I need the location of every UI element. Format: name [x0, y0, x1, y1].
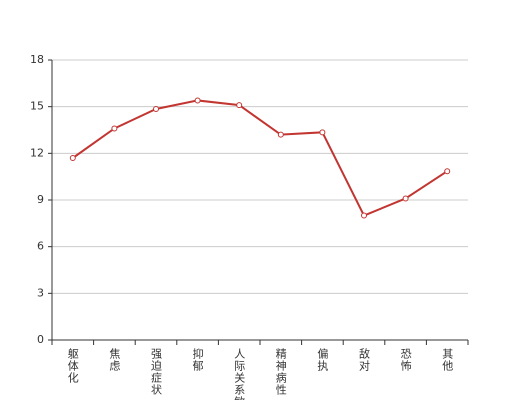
y-tick-label: 15 — [30, 100, 44, 113]
y-tick-label: 18 — [30, 53, 44, 66]
y-tick-label: 6 — [37, 240, 44, 253]
point — [277, 131, 284, 138]
x-tick-label: 人际关系敏 — [233, 348, 246, 400]
point — [402, 195, 409, 202]
x-tick-label: 其他 — [441, 348, 454, 372]
x-tick-label: 恐怖 — [399, 348, 412, 372]
point — [153, 106, 159, 112]
line — [72, 99, 448, 217]
x-tick-label: 敌对 — [358, 347, 371, 372]
y-tick-label: 12 — [30, 146, 44, 159]
x-tick-label: 躯体化 — [66, 348, 79, 384]
point — [236, 102, 243, 109]
point — [319, 129, 326, 136]
y-tick-label: 3 — [37, 286, 44, 299]
point — [111, 125, 118, 132]
point — [361, 212, 367, 219]
point — [194, 97, 201, 104]
x-tick-label: 强迫症状 — [150, 348, 163, 396]
point — [444, 168, 451, 175]
y-tick-label: 0 — [37, 333, 44, 346]
x-tick-label: 精神病性 — [274, 348, 287, 396]
point — [69, 155, 76, 161]
x-tick-label: 焦虑 — [108, 348, 121, 372]
x-tick-label: 偏执 — [316, 347, 329, 372]
x-tick-label: 抑郁 — [191, 347, 204, 372]
y-tick-label: 9 — [37, 193, 44, 206]
